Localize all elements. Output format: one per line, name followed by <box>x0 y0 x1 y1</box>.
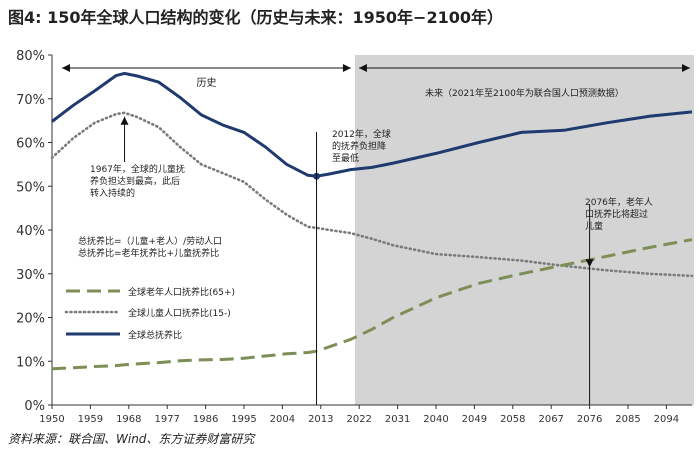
annotation-1967-text: 1967年，全球的儿童抚 <box>90 163 185 175</box>
series-line-dotted <box>50 111 694 278</box>
annotation-2076-arrow <box>585 259 594 268</box>
annotation-2076-text: 儿童 <box>585 220 603 232</box>
x-tick-label: 2049 <box>462 414 487 425</box>
x-tick-label: 2094 <box>654 414 679 425</box>
annotation-2076-text: 口抚养比将超过 <box>585 208 648 220</box>
x-tick-label: 2076 <box>577 414 602 425</box>
history-arrow-head-right <box>342 64 351 72</box>
series-line-dashed <box>51 238 693 371</box>
y-tick-label: 70% <box>16 93 45 108</box>
annotation-1967-text: 养负担达到最高，此后 <box>90 175 180 187</box>
formula-note: 总抚养比=（儿童+老人）/劳动人口 <box>78 235 222 247</box>
legend-label: 全球老年人口抚养比(65+) <box>128 286 235 298</box>
history-label: 历史 <box>196 77 216 89</box>
x-tick-label: 2040 <box>423 414 448 425</box>
y-tick-label: 10% <box>16 355 45 370</box>
annotation-2012-text: 至最低 <box>332 152 359 164</box>
y-tick-label: 80% <box>16 49 45 64</box>
x-tick-label: 1986 <box>193 414 218 425</box>
y-tick-label: 0% <box>24 399 45 414</box>
x-tick-label: 1950 <box>39 414 64 425</box>
formula-note: 总抚养比=老年抚养比+儿童抚养比 <box>78 247 219 259</box>
annotation-2012-text: 的抚养负担降 <box>332 140 386 152</box>
series-line-solid <box>51 71 693 178</box>
x-tick-label: 2085 <box>615 414 640 425</box>
future-label: 未来（2021年至2100年为联合国人口预测数据） <box>425 87 624 99</box>
history-arrow-head-left <box>62 64 70 72</box>
annotation-2076-text: 2076年，老年人 <box>585 196 653 208</box>
y-tick-label: 50% <box>16 180 45 195</box>
x-tick-label: 2031 <box>385 414 410 425</box>
legend-label: 全球总抚养比 <box>128 329 182 341</box>
x-tick-label: 2058 <box>500 414 525 425</box>
x-tick-label: 1995 <box>231 414 256 425</box>
annotation-1967-text: 转入持续的 <box>90 187 135 199</box>
x-tick-label: 1968 <box>116 414 141 425</box>
forecast-region <box>354 55 694 405</box>
future-arrow-head-left <box>358 64 367 72</box>
y-tick-label: 40% <box>16 224 45 239</box>
future-arrow-head-right <box>682 64 690 72</box>
y-tick-label: 60% <box>16 137 45 152</box>
source-note: 资料来源：联合国、Wind、东方证券财富研究 <box>8 432 255 446</box>
annotation-1967-arrow <box>120 116 129 125</box>
x-tick-label: 1959 <box>78 414 103 425</box>
x-tick-label: 1977 <box>154 414 179 425</box>
x-tick-label: 2067 <box>538 414 563 425</box>
legend-label: 全球儿童人口抚养比(15-) <box>128 307 231 319</box>
y-tick-label: 30% <box>16 268 45 283</box>
y-tick-label: 20% <box>16 312 45 327</box>
x-tick-label: 2013 <box>308 414 333 425</box>
chart-title: 图4: 150年全球人口结构的变化（历史与未来：1950年−2100年） <box>8 8 503 27</box>
x-tick-label: 2004 <box>270 414 295 425</box>
annotation-2012-text: 2012年，全球 <box>332 128 391 140</box>
x-tick-label: 2022 <box>346 414 371 425</box>
